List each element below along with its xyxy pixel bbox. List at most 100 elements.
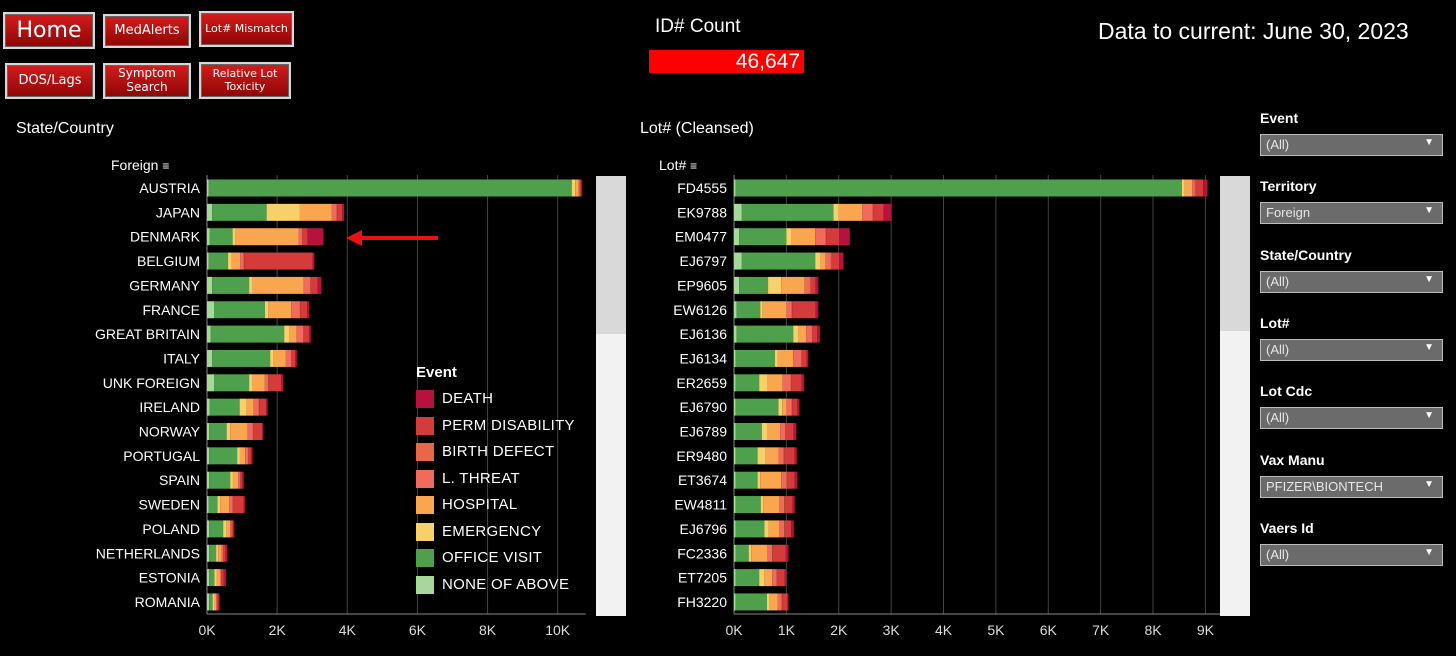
bar-segment-ew6126-emergency[interactable] — [760, 301, 763, 319]
bar-segment-ew4811-office-visit[interactable] — [735, 496, 761, 514]
bar-segment-unk-foreign-hospital[interactable] — [252, 374, 265, 392]
bar-segment-er2659-office-visit[interactable] — [735, 374, 760, 392]
bar-segment-portugal-office-visit[interactable] — [209, 447, 238, 465]
bar-segment-fh3220-birth-defect[interactable] — [781, 593, 783, 611]
bar-segment-fc2336-death[interactable] — [785, 544, 789, 562]
bar-segment-ew4811-none-of-above[interactable] — [734, 496, 736, 514]
bar-segment-austria-perm-disability[interactable] — [580, 179, 582, 197]
legend-item-death[interactable]: DEATH — [416, 390, 493, 410]
bar-segment-poland-l-threat[interactable] — [230, 520, 232, 538]
bar-segment-great-britain-none-of-above[interactable] — [207, 325, 211, 343]
bar-segment-ej6134-office-visit[interactable] — [735, 349, 775, 367]
bar-segment-ej6790-hospital[interactable] — [782, 398, 787, 416]
bar-segment-er2659-hospital[interactable] — [766, 374, 783, 392]
bar-segment-italy-death[interactable] — [295, 349, 297, 367]
bar-segment-spain-l-threat[interactable] — [238, 471, 240, 489]
bar-segment-france-none-of-above[interactable] — [207, 301, 215, 319]
bar-segment-netherlands-emergency[interactable] — [216, 544, 219, 562]
bar-segment-ej6796-l-threat[interactable] — [779, 520, 785, 538]
bar-segment-france-l-threat[interactable] — [291, 301, 300, 319]
chevron-down-icon[interactable]: ▼ — [1424, 341, 1434, 353]
bar-segment-ew4811-death[interactable] — [792, 496, 795, 514]
bar-segment-netherlands-hospital[interactable] — [218, 544, 222, 562]
bar-segment-et3674-birth-defect[interactable] — [786, 471, 787, 489]
bar-segment-ej6789-birth-defect[interactable] — [785, 423, 786, 440]
bar-segment-ej6136-office-visit[interactable] — [736, 325, 794, 343]
bar-segment-netherlands-death[interactable] — [225, 544, 228, 562]
bar-segment-ej6136-emergency[interactable] — [793, 325, 799, 343]
bar-segment-ew6126-birth-defect[interactable] — [791, 301, 793, 319]
bar-segment-sweden-hospital[interactable] — [220, 496, 230, 514]
bar-segment-norway-office-visit[interactable] — [209, 423, 227, 440]
bar-segment-unk-foreign-office-visit[interactable] — [214, 374, 250, 392]
bar-segment-japan-death[interactable] — [342, 203, 345, 221]
bar-segment-ep9605-office-visit[interactable] — [739, 276, 769, 294]
bar-segment-italy-hospital[interactable] — [273, 349, 286, 367]
filter-dropdown-vaers-id[interactable]: (All) ▼ — [1260, 543, 1443, 566]
bar-segment-ew6126-perm-disability[interactable] — [792, 301, 816, 319]
bar-segment-great-britain-hospital[interactable] — [289, 325, 297, 343]
bar-segment-fd4555-birth-defect[interactable] — [1194, 179, 1196, 197]
bar-segment-ej6789-emergency[interactable] — [761, 423, 767, 440]
bar-segment-fd4555-l-threat[interactable] — [1192, 179, 1195, 197]
bar-segment-portugal-l-threat[interactable] — [245, 447, 249, 465]
symptom-search-button[interactable]: Symptom Search — [103, 63, 191, 99]
legend-item-birth-defect[interactable]: BIRTH DEFECT — [416, 443, 555, 463]
bar-segment-germany-death[interactable] — [317, 276, 322, 294]
bar-segment-spain-perm-disability[interactable] — [240, 471, 243, 489]
bar-segment-er9480-death[interactable] — [794, 447, 797, 465]
bar-segment-ej6134-birth-defect[interactable] — [801, 349, 802, 367]
bar-segment-et3674-hospital[interactable] — [760, 471, 782, 489]
bar-segment-fd4555-hospital[interactable] — [1184, 179, 1193, 197]
bar-segment-ej6796-death[interactable] — [791, 520, 794, 538]
bar-segment-ej6796-emergency[interactable] — [764, 520, 769, 538]
bar-segment-portugal-death[interactable] — [251, 447, 253, 465]
bar-segment-er9480-hospital[interactable] — [765, 447, 779, 465]
bar-segment-italy-l-threat[interactable] — [285, 349, 292, 367]
bar-segment-spain-none-of-above[interactable] — [207, 471, 210, 489]
bar-segment-norway-emergency[interactable] — [226, 423, 231, 440]
bar-segment-unk-foreign-none-of-above[interactable] — [207, 374, 215, 392]
bar-segment-italy-office-visit[interactable] — [212, 349, 271, 367]
chevron-down-icon[interactable]: ▼ — [1424, 137, 1434, 148]
sort-icon[interactable]: ≡ — [690, 159, 698, 173]
bar-segment-ew6126-none-of-above[interactable] — [734, 301, 737, 319]
bar-segment-et7205-emergency[interactable] — [759, 569, 765, 587]
bar-segment-em0477-birth-defect[interactable] — [825, 228, 827, 246]
bar-segment-ew6126-l-threat[interactable] — [786, 301, 792, 319]
bar-segment-great-britain-l-threat[interactable] — [296, 325, 304, 343]
bar-segment-poland-office-visit[interactable] — [209, 520, 224, 538]
bar-segment-romania-office-visit[interactable] — [209, 593, 213, 611]
bar-segment-et7205-death[interactable] — [784, 569, 787, 587]
bar-segment-ep9605-none-of-above[interactable] — [734, 276, 740, 294]
bar-segment-norway-hospital[interactable] — [230, 423, 248, 440]
bar-segment-ep9605-hospital[interactable] — [781, 276, 805, 294]
bar-segment-er9480-none-of-above[interactable] — [734, 447, 736, 465]
bar-segment-austria-office-visit[interactable] — [208, 179, 572, 197]
bar-segment-ireland-perm-disability[interactable] — [259, 398, 267, 416]
bar-segment-poland-none-of-above[interactable] — [207, 520, 210, 538]
bar-segment-et3674-death[interactable] — [794, 471, 798, 489]
bar-segment-er2659-emergency[interactable] — [759, 374, 767, 392]
bar-segment-ej6790-none-of-above[interactable] — [734, 398, 736, 416]
bar-segment-ej6790-emergency[interactable] — [778, 398, 783, 416]
lot-mismatch-button[interactable]: Lot# Mismatch — [199, 11, 294, 47]
bar-segment-ew4811-perm-disability[interactable] — [784, 496, 793, 514]
bar-segment-unk-foreign-perm-disability[interactable] — [268, 374, 281, 392]
bar-segment-er2659-none-of-above[interactable] — [734, 374, 736, 392]
bar-segment-ej6789-office-visit[interactable] — [735, 423, 762, 440]
bar-segment-austria-hospital[interactable] — [575, 179, 579, 197]
bar-segment-poland-emergency[interactable] — [223, 520, 227, 538]
bar-segment-estonia-l-threat[interactable] — [219, 569, 222, 587]
right-chart-scrollbar[interactable] — [1220, 176, 1250, 616]
left-chart-scrollbar[interactable] — [596, 176, 626, 616]
bar-segment-belgium-hospital[interactable] — [231, 252, 241, 270]
bar-segment-romania-death[interactable] — [218, 593, 220, 611]
bar-segment-ej6789-l-threat[interactable] — [780, 423, 786, 440]
bar-segment-em0477-emergency[interactable] — [786, 228, 792, 246]
legend-item-perm-disability[interactable]: PERM DISABILITY — [416, 417, 575, 437]
bar-segment-fd4555-none-of-above[interactable] — [734, 179, 736, 197]
bar-segment-ek9788-birth-defect[interactable] — [872, 203, 874, 221]
filter-dropdown-vax-manu[interactable]: PFIZER\BIONTECH ▼ — [1260, 475, 1443, 498]
right-scrollbar-thumb[interactable] — [1220, 176, 1250, 331]
